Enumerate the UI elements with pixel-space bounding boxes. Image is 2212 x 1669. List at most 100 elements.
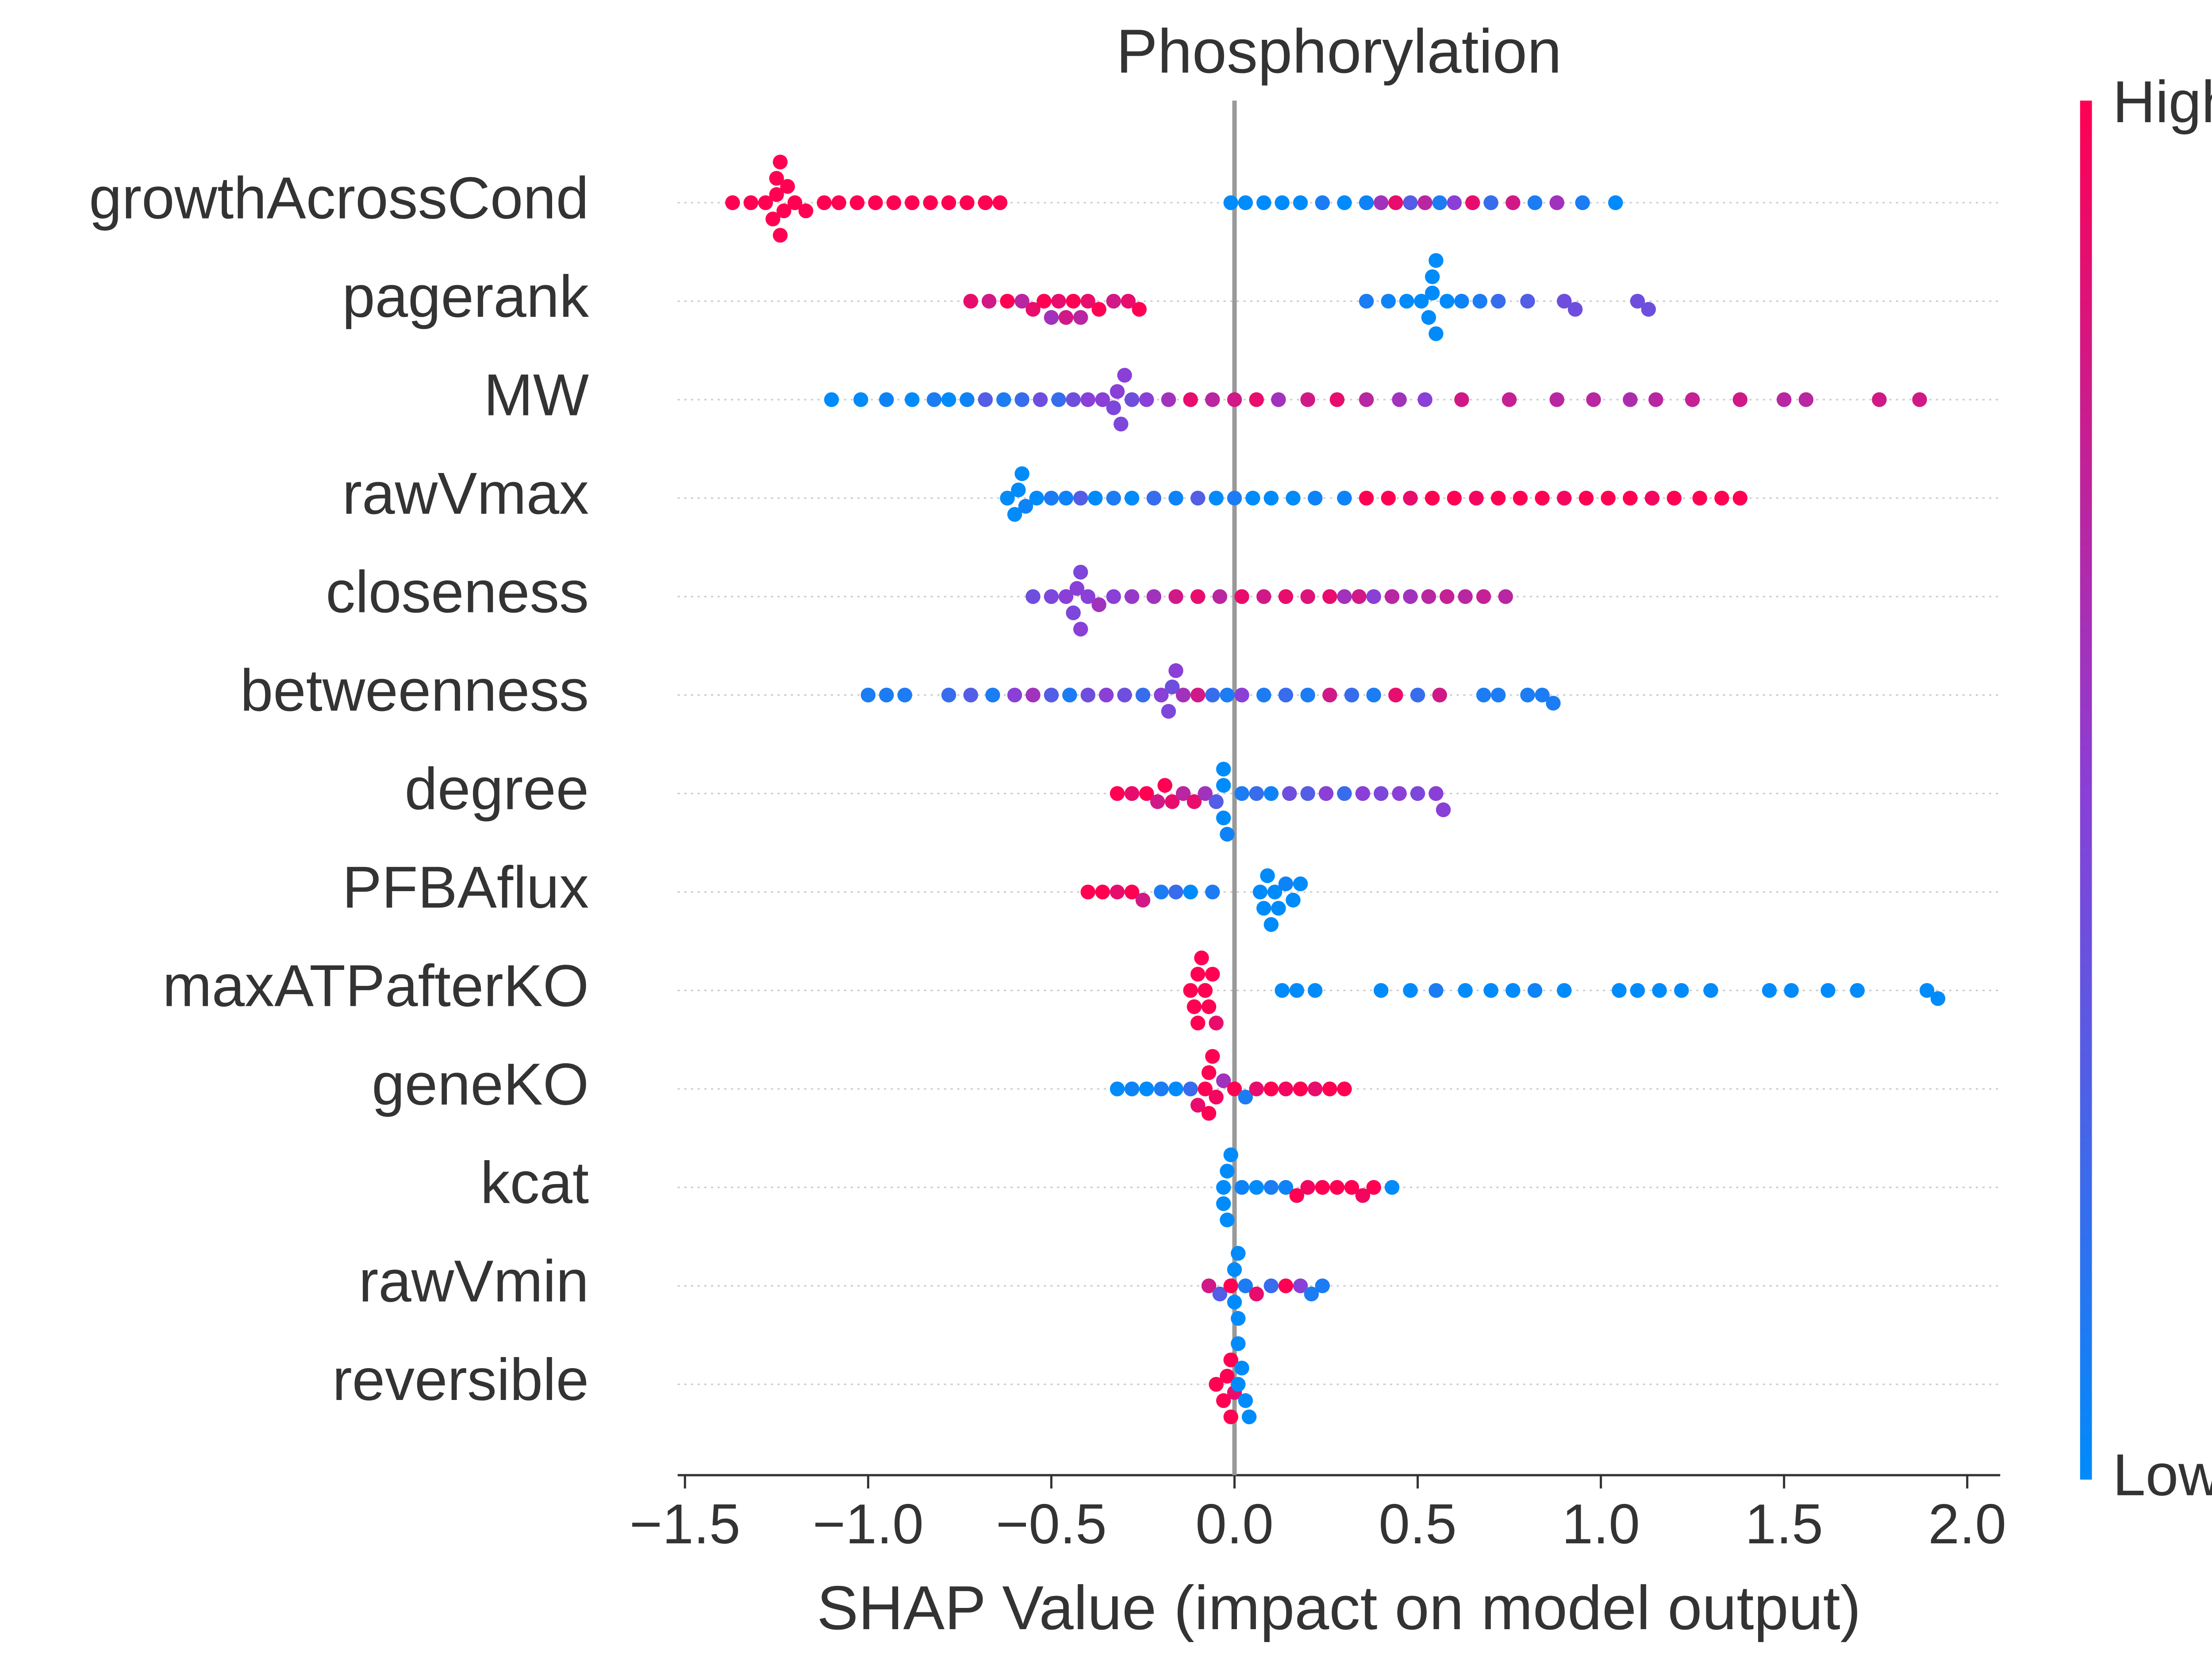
y-tick-label: closeness	[326, 559, 589, 625]
dot	[1505, 195, 1521, 210]
y-tick-label: MW	[484, 362, 589, 428]
dot	[1337, 589, 1352, 604]
dot	[1578, 491, 1594, 506]
dot	[963, 293, 978, 309]
dot	[1025, 688, 1041, 703]
dot	[1454, 392, 1469, 407]
dot	[1000, 491, 1015, 506]
dot	[1164, 794, 1180, 809]
dot	[1110, 786, 1125, 801]
dot	[1249, 392, 1264, 407]
x-tick-label: 0.0	[1195, 1492, 1274, 1555]
dot	[1275, 195, 1290, 210]
dot	[1256, 900, 1271, 916]
dot	[1154, 884, 1169, 900]
dot	[1110, 884, 1125, 900]
dot	[1223, 1409, 1238, 1424]
dot	[1912, 392, 1927, 407]
dot	[1300, 392, 1315, 407]
dot	[1304, 1286, 1319, 1302]
dot	[1227, 1081, 1242, 1096]
dot	[1198, 983, 1213, 998]
dot	[1220, 1212, 1235, 1227]
dot	[1139, 1081, 1154, 1096]
dot	[1058, 589, 1074, 604]
dot	[1491, 491, 1506, 506]
dot	[1275, 983, 1290, 998]
dot	[1080, 884, 1095, 900]
dot	[1714, 491, 1729, 506]
dot	[1586, 392, 1601, 407]
dot	[780, 179, 795, 194]
dot	[1352, 589, 1367, 604]
colorbar-high: High	[2112, 69, 2212, 135]
dot	[1000, 293, 1015, 309]
dot	[963, 688, 978, 703]
dot	[1183, 1081, 1198, 1096]
dot	[1106, 400, 1121, 415]
dot	[985, 688, 1000, 703]
dot	[1231, 1377, 1246, 1392]
dot	[1337, 1081, 1352, 1096]
dot	[1037, 293, 1052, 309]
dot	[1205, 392, 1220, 407]
dot	[1194, 950, 1209, 965]
dot	[1095, 392, 1110, 407]
dot	[1472, 293, 1488, 309]
dot	[1223, 1147, 1238, 1162]
dot	[981, 293, 997, 309]
dot	[978, 195, 993, 210]
dot	[1366, 589, 1381, 604]
dot	[1762, 983, 1777, 998]
dot	[1238, 1089, 1253, 1105]
dot	[1014, 293, 1029, 309]
dot	[1359, 293, 1374, 309]
dot	[1300, 688, 1315, 703]
dot	[772, 227, 788, 243]
dot	[1231, 1336, 1246, 1351]
dot	[1344, 1180, 1359, 1195]
dot	[1355, 1188, 1371, 1203]
dot	[1062, 688, 1077, 703]
dot	[1414, 293, 1429, 309]
dot	[1337, 491, 1352, 506]
dot	[1513, 491, 1528, 506]
dot	[1227, 491, 1242, 506]
dot	[1209, 491, 1224, 506]
dot	[1483, 195, 1498, 210]
y-tick-label: rawVmin	[359, 1248, 589, 1314]
dot	[1161, 392, 1176, 407]
dot	[1263, 1278, 1279, 1293]
dot	[1429, 983, 1444, 998]
dot	[1315, 1278, 1330, 1293]
dot	[1051, 293, 1066, 309]
dot	[1135, 892, 1151, 908]
dot	[1238, 1278, 1253, 1293]
dot	[1212, 589, 1228, 604]
dot	[1410, 688, 1425, 703]
dot	[1209, 1015, 1224, 1031]
dot	[1850, 983, 1865, 998]
dot	[1307, 1081, 1323, 1096]
dot	[992, 195, 1008, 210]
dot	[1117, 688, 1132, 703]
dot	[1249, 786, 1264, 801]
dot	[1429, 253, 1444, 268]
dot	[1168, 663, 1183, 678]
dot	[960, 392, 975, 407]
dot	[769, 171, 784, 186]
dot	[1300, 786, 1315, 801]
dot	[1344, 688, 1359, 703]
dot	[879, 688, 894, 703]
dot	[960, 195, 975, 210]
dot	[1190, 1098, 1206, 1113]
dot	[1124, 392, 1140, 407]
dot	[1267, 884, 1283, 900]
dot	[1044, 589, 1059, 604]
dot	[1491, 293, 1506, 309]
x-tick-label: 2.0	[1928, 1492, 2006, 1555]
dot	[1245, 491, 1260, 506]
dot	[1249, 1081, 1264, 1096]
dot	[1436, 802, 1451, 817]
